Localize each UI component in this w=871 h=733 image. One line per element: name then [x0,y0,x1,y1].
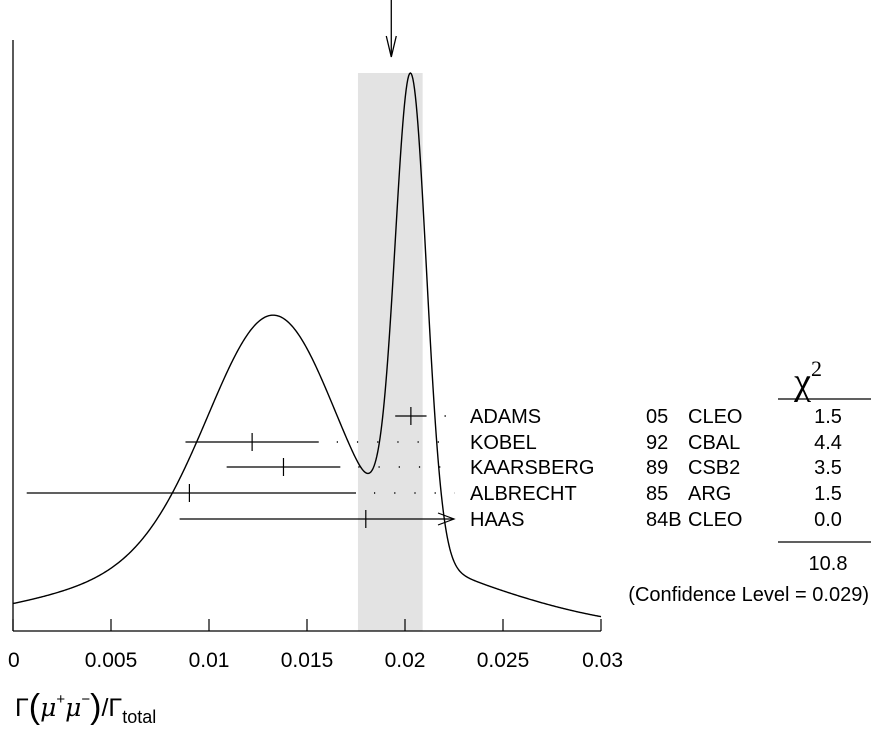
measurements: ADAMS 05 CLEO 1.5 KOBEL 92 CBAL 4.4 KAARSBERG 89 C… [26,406,842,531]
x-tick-label: 0.01 [189,649,230,672]
year-label: 05 [646,406,668,428]
experiment-label: CLEO [688,406,742,428]
average-band [357,73,423,631]
chi2-value: 4.4 [814,432,842,454]
x-ticks [12,619,602,631]
chi2-value: 0.0 [814,509,842,531]
x-tick-label: 0.025 [477,649,530,672]
author-label: ALBRECHT [470,483,577,505]
author-label: KAARSBERG [470,457,594,479]
measurement-row: ALBRECHT 85 ARG 1.5 [26,483,842,505]
measurement-row: KAARSBERG 89 CSB2 3.5 [226,457,842,479]
x-tick-label: 0.03 [582,649,623,672]
experiment-label: ARG [688,483,731,505]
measurement-row: ADAMS 05 CLEO 1.5 [395,406,842,428]
experiment-label: CSB2 [688,457,740,479]
x-tick-label: 0.005 [85,649,138,672]
arrow-head [437,512,456,526]
x-tick-labels: 0 0.005 0.01 0.015 0.02 0.025 0.03 [8,649,623,672]
experiment-label: CBAL [688,432,740,454]
chi2-value: 1.5 [814,483,842,505]
chi2-value: 1.5 [814,406,842,428]
author-label: KOBEL [470,432,537,454]
year-label: 84B [646,509,682,531]
arrow-head [385,35,397,58]
chi2-value: 3.5 [814,457,842,479]
confidence-level: (Confidence Level = 0.029) [628,584,869,606]
author-label: ADAMS [470,406,541,428]
experiment-label: CLEO [688,509,742,531]
x-tick-label: 0.02 [385,649,426,672]
x-axis-label: Γ(μ+μ−)/Γtotal [15,688,156,727]
year-label: 89 [646,457,668,479]
ideogram-curve [12,72,602,618]
measurement-row: KOBEL 92 CBAL 4.4 [185,432,842,454]
x-tick-label: 0 [8,649,20,672]
year-label: 85 [646,483,668,505]
measurement-row: HAAS 84B CLEO 0.0 [179,509,842,531]
chi2-total: 10.8 [809,553,848,575]
author-label: HAAS [470,509,524,531]
x-tick-label: 0.015 [281,649,334,672]
chi2-header: χ2 [793,356,822,403]
average-arrow [385,0,397,58]
year-label: 92 [646,432,668,454]
